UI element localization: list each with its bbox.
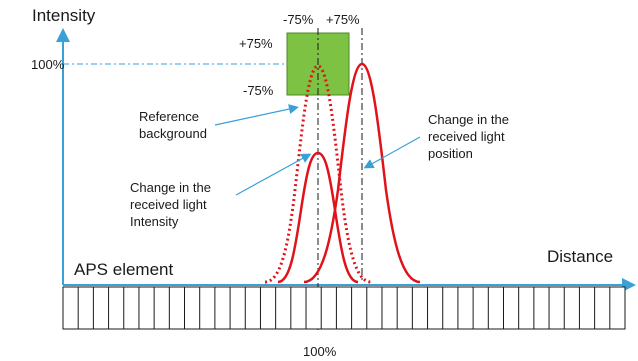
aps-cell-group (77, 287, 611, 329)
reference-pointer (214, 104, 299, 126)
reference-annotation-line2: background (139, 126, 207, 141)
position-annotation-line1: Change in the (428, 112, 509, 127)
position-change-curve (303, 62, 421, 284)
tolerance-left-label: -75% (283, 12, 314, 27)
position-annotation-line3: position (428, 146, 473, 161)
x-axis-title: Distance (547, 247, 613, 266)
intensity-annotation-line1: Change in the (130, 180, 211, 195)
tolerance-right-label: +75% (326, 12, 360, 27)
intensity-annotation-line2: received light (130, 197, 207, 212)
y-axis-arrowhead (56, 28, 70, 42)
aps-element-label: APS element (74, 260, 173, 279)
intensity-change-curve (277, 151, 359, 284)
intensity-pointer (235, 153, 312, 196)
y-axis-title: Intensity (32, 6, 96, 25)
tolerance-top-label: +75% (239, 36, 273, 51)
intensity-annotation-line3: Intensity (130, 214, 179, 229)
reference-annotation-line1: Reference (139, 109, 199, 124)
tolerance-bottom-label: -75% (243, 83, 274, 98)
position-annotation-line2: received light (428, 129, 505, 144)
aps-sensor-strip (62, 286, 626, 330)
y-tick-100: 100% (31, 57, 65, 72)
position-pointer (363, 136, 421, 169)
x-tick-100: 100% (303, 344, 337, 359)
